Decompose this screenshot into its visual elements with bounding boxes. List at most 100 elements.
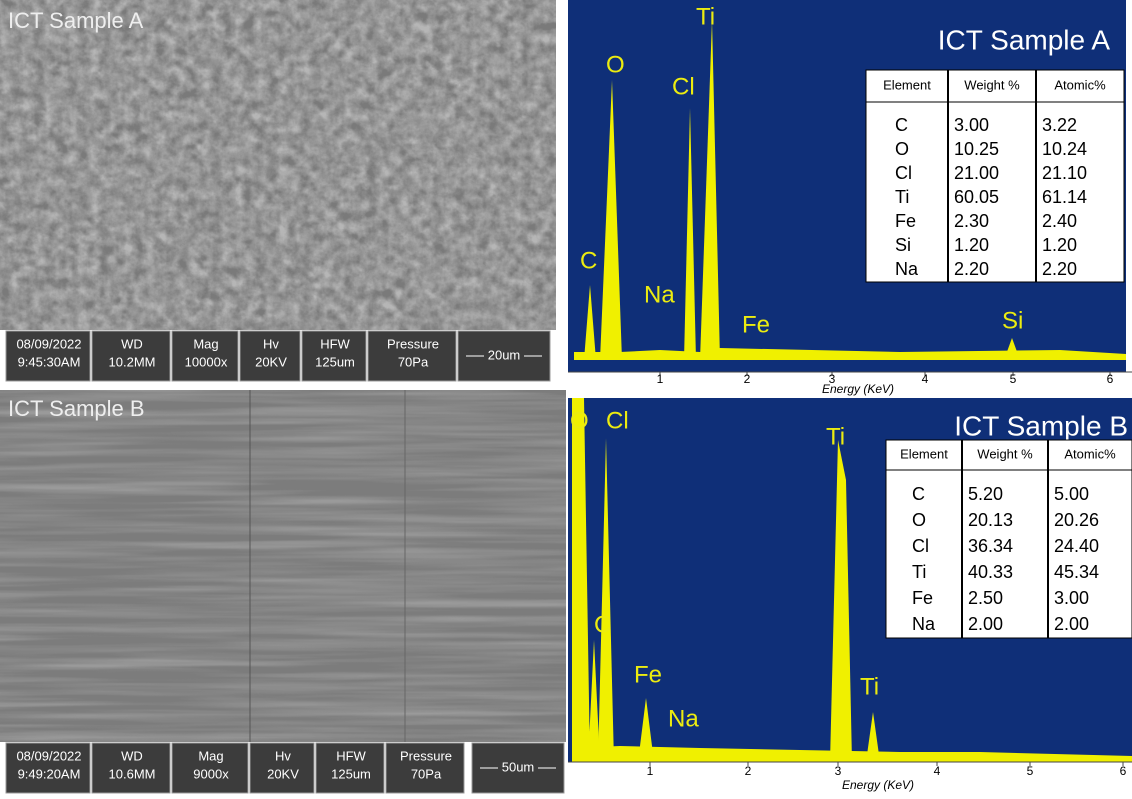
table-cell: 5.20: [968, 484, 1003, 504]
info-value: 125um: [331, 766, 371, 781]
table-cell: 10.25: [954, 139, 999, 159]
info-head: 08/09/2022: [16, 336, 81, 351]
peak-label: Fe: [634, 661, 662, 688]
peak-label: C: [580, 247, 597, 274]
peak-label: Ti: [860, 673, 879, 700]
table-cell: Cl: [912, 536, 929, 556]
info-value: 9000x: [193, 766, 229, 781]
table-cell: 24.40: [1054, 536, 1099, 556]
eds-title: ICT Sample A: [938, 24, 1111, 55]
info-value: 125um: [315, 354, 355, 369]
sem-label: ICT Sample B: [8, 396, 145, 421]
peak-label: O: [606, 51, 625, 78]
x-tick-label: 2: [744, 372, 751, 386]
info-head: Hv: [275, 748, 291, 763]
peak-label: Cl: [672, 73, 695, 100]
table-cell: 2.30: [954, 211, 989, 231]
info-head: Pressure: [387, 336, 439, 351]
sem-texture: [0, 390, 566, 742]
info-value: 70Pa: [411, 766, 442, 781]
table-cell: 20.26: [1054, 510, 1099, 530]
table-cell: 20.13: [968, 510, 1013, 530]
table-cell: Si: [895, 235, 911, 255]
table-cell: 36.34: [968, 536, 1013, 556]
table-cell: 45.34: [1054, 562, 1099, 582]
table-cell: 2.00: [968, 614, 1003, 634]
table-cell: 3.00: [954, 115, 989, 135]
table-cell: O: [895, 139, 909, 159]
info-head: Mag: [198, 748, 223, 763]
peak-label: Ti: [696, 3, 715, 30]
info-value: 9:49:20AM: [18, 766, 81, 781]
column-header: Atomic%: [1064, 446, 1116, 461]
table-cell: 21.00: [954, 163, 999, 183]
peak-label: Si: [1002, 307, 1023, 334]
table-cell: 2.00: [1054, 614, 1089, 634]
info-value: 9:45:30AM: [18, 354, 81, 369]
x-tick-label: 1: [647, 764, 654, 778]
table-cell: Ti: [895, 187, 909, 207]
table-cell: 21.10: [1042, 163, 1087, 183]
sem-texture: [0, 0, 556, 330]
scale-label: 50um: [502, 759, 535, 774]
table-cell: 2.20: [1042, 259, 1077, 279]
table-cell: C: [912, 484, 925, 504]
table-cell: 2.50: [968, 588, 1003, 608]
x-tick-label: 6: [1120, 764, 1127, 778]
info-cells: 08/09/2022 9:49:20AM WD 10.6MM Mag 9000x Hv 20K…: [6, 743, 564, 793]
x-tick-label: 5: [1027, 764, 1034, 778]
x-axis: 123456Energy (KeV): [568, 762, 1132, 792]
sem-label: ICT Sample A: [8, 8, 144, 33]
x-tick-label: 6: [1107, 372, 1114, 386]
x-axis-label: Energy (KeV): [822, 382, 894, 396]
table-cell: 3.22: [1042, 115, 1077, 135]
info-head: Mag: [193, 336, 218, 351]
info-head: HFW: [336, 748, 366, 763]
info-cells: 08/09/2022 9:45:30AM WD 10.2MM Mag 10000x Hv 20…: [6, 331, 550, 381]
info-head: Hv: [263, 336, 279, 351]
info-value: 70Pa: [398, 354, 429, 369]
x-axis-label: Energy (KeV): [842, 778, 914, 792]
info-value: 20KV: [267, 766, 299, 781]
info-head: HFW: [320, 336, 350, 351]
table-cell: 40.33: [968, 562, 1013, 582]
table-cell: 1.20: [954, 235, 989, 255]
peak-label: Cl: [606, 407, 629, 434]
table-cell: Fe: [912, 588, 933, 608]
info-value: 20KV: [255, 354, 287, 369]
info-head: WD: [121, 748, 143, 763]
column-header: Element: [900, 446, 948, 461]
x-tick-label: 3: [835, 764, 842, 778]
table-cell: Cl: [895, 163, 912, 183]
table-cell: 61.14: [1042, 187, 1087, 207]
column-header: Atomic%: [1054, 77, 1106, 92]
peak-label: C: [594, 611, 611, 638]
info-value: 10000x: [185, 354, 228, 369]
table-cell: 3.00: [1054, 588, 1089, 608]
x-tick-label: 1: [657, 372, 664, 386]
table-cell: C: [895, 115, 908, 135]
scale-label: 20um: [488, 347, 521, 362]
peak-label: Fe: [742, 311, 770, 338]
table-cell: O: [912, 510, 926, 530]
info-head: 08/09/2022: [16, 748, 81, 763]
table-cell: 2.40: [1042, 211, 1077, 231]
x-tick-label: 4: [922, 372, 929, 386]
x-tick-label: 5: [1010, 372, 1017, 386]
table-cell: Na: [895, 259, 919, 279]
peak-label: Ti: [826, 423, 845, 450]
peak-label: Na: [668, 705, 699, 732]
table-cell: Na: [912, 614, 936, 634]
column-header: Weight %: [964, 77, 1020, 92]
info-value: 10.2MM: [109, 354, 156, 369]
table-cell: 5.00: [1054, 484, 1089, 504]
x-tick-label: 2: [745, 764, 752, 778]
info-value: 10.6MM: [109, 766, 156, 781]
column-header: Element: [883, 77, 931, 92]
figure: ICT Sample A 08/09/2022 9:45:30AM WD 10.2MM…: [0, 0, 1132, 794]
info-head: Pressure: [400, 748, 452, 763]
info-head: WD: [121, 336, 143, 351]
